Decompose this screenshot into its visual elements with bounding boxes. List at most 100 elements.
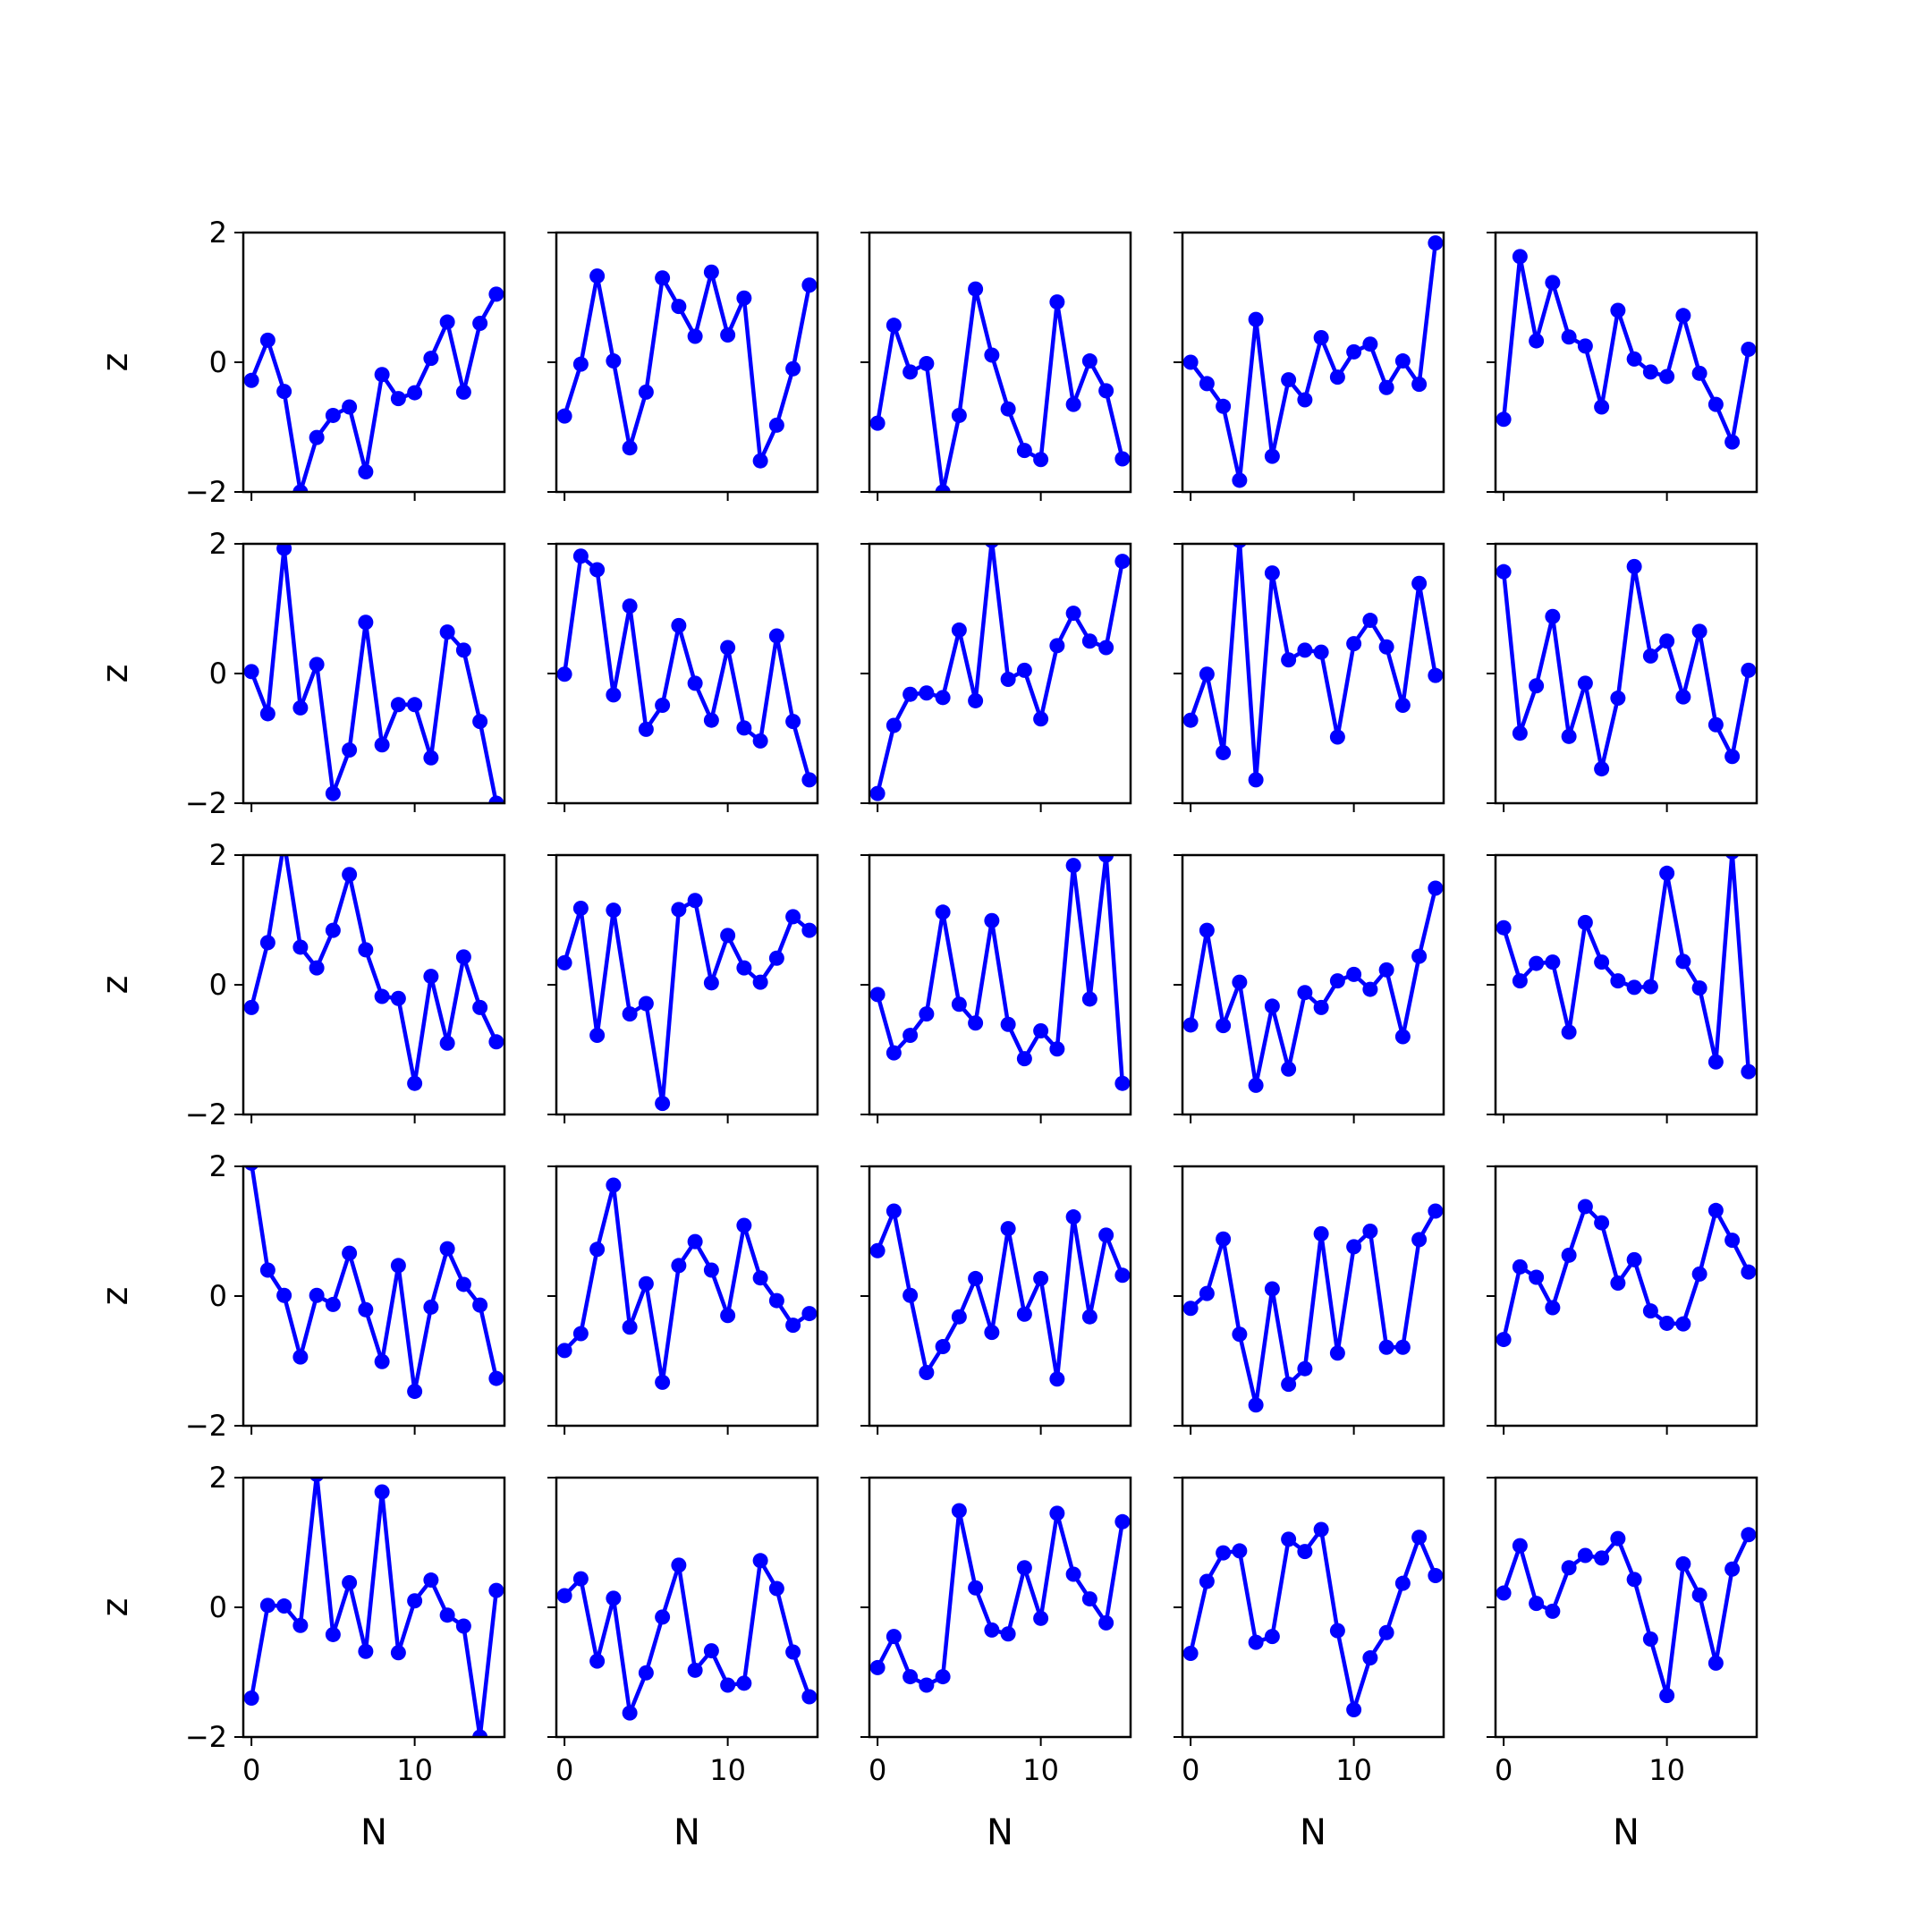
data-point	[1216, 1018, 1232, 1034]
data-point	[390, 990, 406, 1006]
data-point	[390, 1258, 406, 1274]
series-line	[875, 286, 1125, 492]
data-point	[1297, 985, 1313, 1001]
data-point	[984, 347, 1000, 363]
data-point	[622, 1006, 638, 1022]
data-point	[1232, 1543, 1248, 1559]
data-point	[785, 1644, 801, 1660]
y-tick-label: 0	[209, 657, 227, 691]
data-point	[752, 974, 768, 990]
data-point	[292, 939, 309, 955]
y-tick-label: −2	[185, 1409, 227, 1443]
data-point	[439, 1607, 455, 1623]
data-point	[886, 1629, 902, 1645]
subplot-4-4	[1174, 1165, 1445, 1435]
data-point	[886, 1203, 902, 1219]
data-point	[1016, 1560, 1032, 1576]
data-point	[1724, 434, 1741, 450]
data-point	[984, 1622, 1000, 1638]
series-group	[1496, 1527, 1757, 1704]
data-point	[606, 1590, 622, 1606]
data-point	[1642, 1303, 1658, 1319]
subplot-5-1: 0 10 −2 0 2 z N	[95, 1461, 506, 1853]
y-tick-label: 2	[209, 216, 227, 250]
data-point	[1378, 639, 1394, 655]
data-point	[472, 1729, 488, 1737]
data-point	[1512, 973, 1528, 989]
data-point	[1016, 662, 1032, 678]
data-point	[1691, 1266, 1707, 1282]
data-point	[768, 1580, 784, 1597]
data-point	[720, 1308, 736, 1324]
subplot-3-4	[1174, 853, 1445, 1123]
y-tick-label: −2	[185, 1097, 227, 1131]
data-point	[606, 353, 622, 369]
data-point	[244, 1166, 258, 1171]
series-line	[250, 1166, 499, 1394]
data-point	[374, 737, 390, 753]
series-line	[875, 544, 1125, 794]
axes-frame	[868, 853, 1132, 1116]
data-point	[342, 1574, 358, 1590]
data-point	[919, 355, 935, 371]
y-tick-label: 2	[209, 838, 227, 872]
data-point	[1281, 1531, 1297, 1547]
data-point	[1394, 1339, 1411, 1355]
data-point	[1329, 1345, 1345, 1361]
data-point	[720, 640, 736, 656]
data-point	[768, 417, 784, 433]
data-point	[902, 1669, 919, 1685]
data-point	[869, 785, 886, 801]
data-point	[1691, 980, 1707, 996]
data-point	[1216, 1231, 1232, 1247]
data-point	[423, 351, 439, 367]
data-point	[374, 1484, 390, 1500]
subplot-2-3	[860, 542, 1132, 812]
data-point	[1642, 648, 1658, 664]
data-point	[1297, 1544, 1313, 1560]
series-line	[876, 1508, 1125, 1688]
data-point	[869, 987, 886, 1003]
series-line	[563, 1558, 811, 1716]
data-point	[752, 1553, 768, 1569]
data-point	[606, 1177, 622, 1193]
x-tick-label: 0	[1495, 1753, 1513, 1787]
data-point	[768, 628, 784, 644]
data-point	[1610, 1275, 1626, 1291]
axes-frame	[242, 542, 506, 805]
data-point	[472, 714, 488, 730]
data-point	[358, 614, 374, 631]
data-point	[984, 912, 1000, 928]
data-point	[1033, 1022, 1049, 1038]
data-point	[1691, 1587, 1707, 1603]
data-point	[801, 1306, 818, 1322]
series-line	[249, 855, 498, 1086]
data-point	[259, 1597, 275, 1614]
axes-frame	[1181, 1165, 1445, 1428]
data-point	[358, 1301, 374, 1318]
data-point	[622, 1705, 638, 1721]
data-point	[1313, 644, 1329, 660]
data-point	[455, 1618, 471, 1634]
data-point	[1329, 729, 1345, 745]
data-point	[1496, 919, 1512, 936]
data-point	[472, 316, 488, 331]
series-group	[1182, 544, 1444, 788]
data-point	[1049, 294, 1065, 310]
data-point	[1346, 636, 1362, 652]
data-point	[1346, 966, 1362, 982]
data-point	[1707, 716, 1724, 733]
data-point	[1182, 1301, 1199, 1317]
axes-frame	[242, 1476, 506, 1739]
data-point	[374, 367, 390, 383]
series-group	[243, 855, 504, 1091]
y-axis-label: z	[95, 353, 136, 372]
data-point	[1496, 1585, 1512, 1601]
series-group	[243, 286, 504, 492]
axes-frame	[868, 1165, 1132, 1428]
series-group	[1496, 1199, 1757, 1348]
data-point	[1691, 365, 1707, 381]
series-group	[869, 1503, 1131, 1693]
data-point	[1362, 336, 1378, 352]
data-point	[1233, 544, 1247, 548]
